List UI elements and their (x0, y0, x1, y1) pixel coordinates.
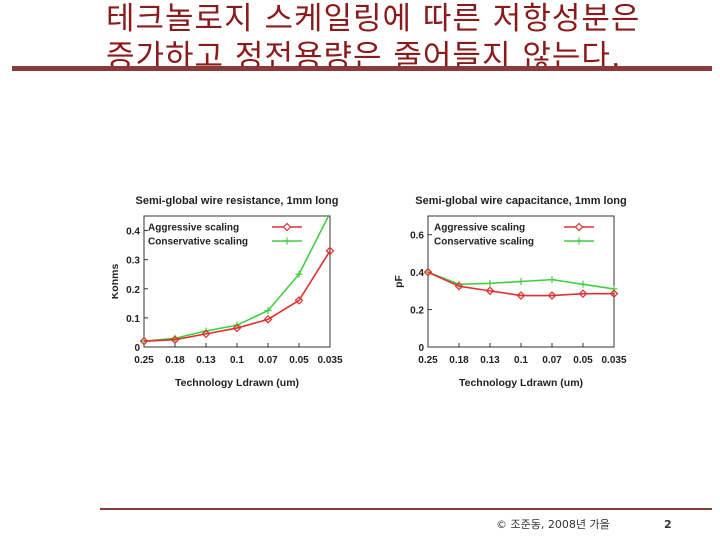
page-number: 2 (664, 518, 672, 531)
y-tick-label: 0 (418, 343, 424, 354)
x-tick-label: 0.1 (230, 355, 244, 366)
legend-label: Aggressive scaling (148, 223, 239, 234)
data-point-conservative (486, 279, 494, 287)
y-tick-label: 0 (134, 343, 140, 354)
series-line-aggressive (144, 250, 330, 342)
data-point-aggressive (485, 286, 495, 296)
series-line-aggressive (428, 271, 614, 297)
title-line-1: 테크놀로지 스케일링에 따른 저항성분은 (106, 1, 641, 37)
x-tick-label: 0.07 (542, 355, 562, 366)
legend-marker-plus (575, 237, 583, 245)
data-point-conservative (548, 276, 556, 284)
y-tick-label: 0.4 (126, 227, 140, 238)
data-point-aggressive (516, 291, 526, 300)
x-tick-label: 0.18 (165, 355, 185, 366)
data-point-conservative (264, 307, 272, 315)
y-axis-label: pF (393, 275, 405, 288)
x-tick-label: 0.05 (289, 355, 309, 366)
x-tick-label: 0.1 (514, 355, 528, 366)
data-point-conservative (517, 278, 525, 285)
x-axis-label: Technology Ldrawn (um) (459, 377, 583, 389)
data-point-aggressive (578, 289, 588, 299)
x-tick-label: 0.25 (418, 355, 438, 366)
data-point-conservative (610, 285, 618, 293)
data-point-conservative (424, 268, 432, 276)
data-point-aggressive (263, 314, 273, 324)
legend-marker-plus (283, 237, 291, 245)
x-axis-label: Technology Ldrawn (um) (175, 377, 299, 389)
x-tick-label: 0.035 (317, 355, 342, 366)
x-tick-label: 0.18 (449, 355, 469, 366)
y-tick-label: 0.2 (126, 285, 140, 296)
legend-marker-diamond (282, 222, 292, 232)
data-point-conservative (579, 280, 587, 288)
data-point-aggressive (547, 291, 557, 300)
title-divider (12, 66, 712, 71)
y-tick-label: 0.2 (410, 306, 424, 317)
data-point-aggressive (139, 336, 149, 346)
y-tick-label: 0.3 (126, 256, 140, 267)
data-point-aggressive (454, 281, 464, 291)
legend-label: Conservative scaling (434, 237, 534, 248)
legend-marker-diamond (574, 222, 584, 232)
y-tick-label: 0.1 (126, 314, 140, 325)
legend-label: Conservative scaling (148, 237, 248, 248)
data-point-aggressive (201, 329, 211, 339)
x-tick-label: 0.05 (573, 355, 593, 366)
footer-copyright: © 조준동, 2008년 가을 (496, 518, 610, 531)
legend-label: Aggressive scaling (434, 223, 525, 234)
x-tick-label: 0.13 (196, 355, 216, 366)
data-point-aggressive (423, 267, 433, 277)
x-tick-label: 0.13 (480, 355, 500, 366)
data-point-aggressive (325, 246, 335, 256)
chart-title: Semi-global wire resistance, 1mm long (136, 195, 339, 207)
chart-title: Semi-global wire capacitance, 1mm long (415, 195, 627, 207)
resistance-chart: Semi-global wire resistance, 1mm long00.… (112, 195, 343, 389)
data-point-aggressive (232, 323, 242, 333)
data-point-aggressive (170, 335, 180, 345)
y-axis-label: Kohms (112, 264, 121, 300)
data-point-conservative (295, 270, 303, 278)
footer-divider (100, 508, 712, 510)
x-tick-label: 0.07 (258, 355, 278, 366)
capacitance-chart: Semi-global wire capacitance, 1mm long00… (393, 195, 627, 389)
y-tick-label: 0.4 (410, 268, 424, 279)
x-tick-label: 0.25 (134, 355, 154, 366)
y-tick-label: 0.6 (410, 231, 424, 242)
data-point-aggressive (294, 296, 304, 305)
slide-title: 테크놀로지 스케일링에 따른 저항성분은 증가하고 정전용량은 줄어들지 않는다… (106, 0, 706, 76)
data-point-aggressive (609, 289, 619, 299)
x-tick-label: 0.035 (601, 355, 626, 366)
